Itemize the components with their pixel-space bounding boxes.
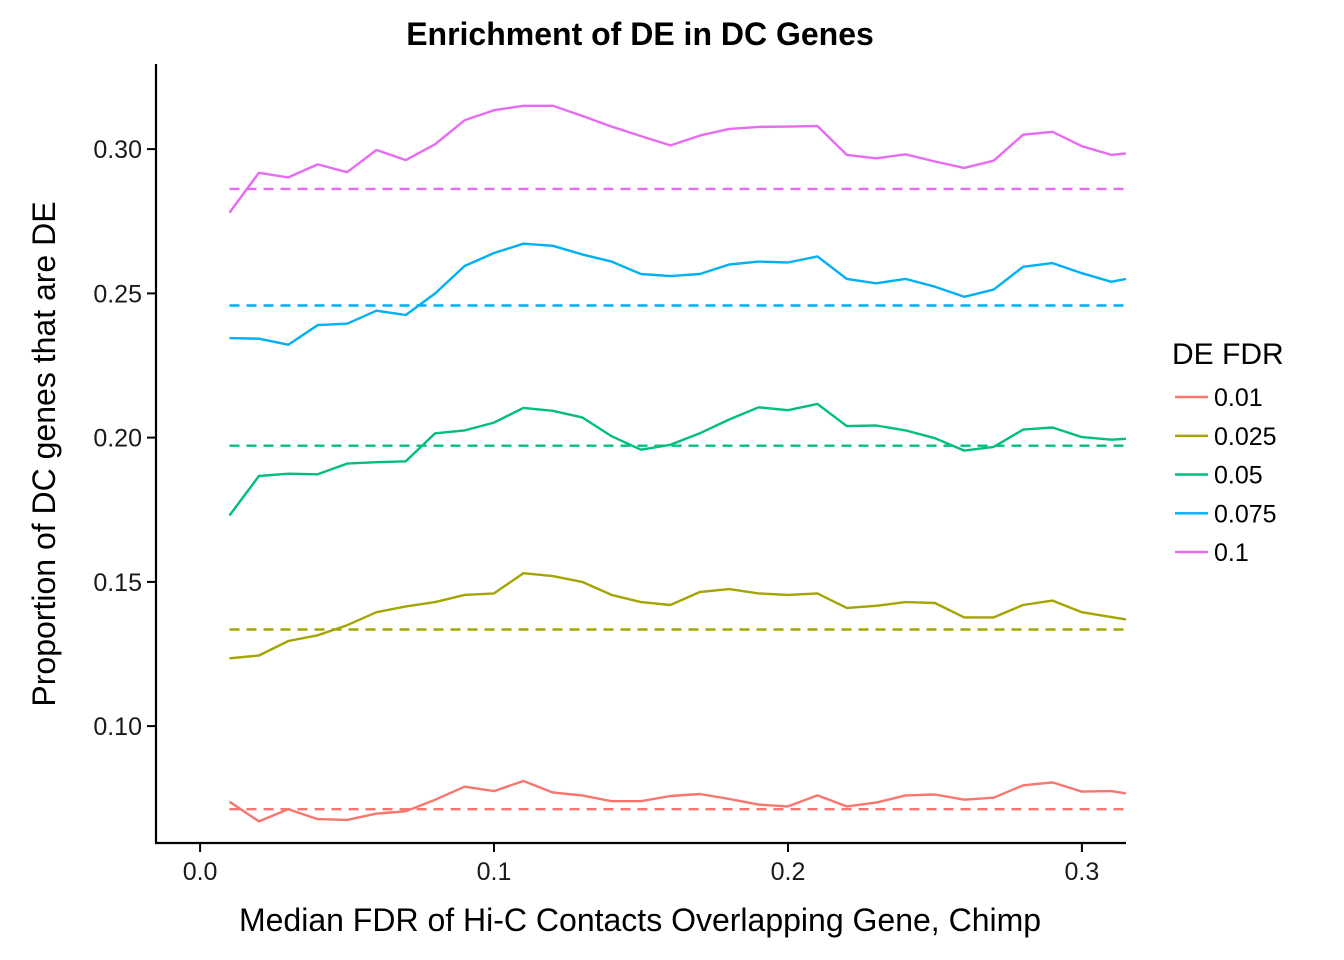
legend-label-2: 0.05	[1214, 462, 1263, 490]
x-axis-ticks: 0.0 0.1 0.2 0.3	[183, 843, 1100, 886]
x-tick-label: 0.1	[477, 858, 512, 886]
series-line-1	[229, 572, 1127, 660]
chart-title: Enrichment of DE in DC Genes	[406, 16, 874, 52]
legend-title: DE FDR	[1172, 338, 1284, 371]
y-axis-ticks: 0.10 0.15 0.20 0.25 0.30	[93, 136, 156, 741]
legend-label-3: 0.075	[1214, 500, 1277, 528]
series-line-3	[229, 242, 1127, 346]
series-line-0	[228, 779, 1127, 823]
y-tick-label: 0.25	[93, 280, 142, 308]
plot-area	[228, 104, 1127, 823]
series-line-4	[228, 104, 1127, 214]
x-axis-title: Median FDR of Hi-C Contacts Overlapping …	[239, 902, 1041, 938]
y-tick-label: 0.15	[93, 569, 142, 597]
series-line-2	[228, 402, 1127, 517]
y-tick-label: 0.30	[93, 136, 142, 164]
legend-label-1: 0.025	[1214, 423, 1277, 451]
legend-label-0: 0.01	[1214, 384, 1263, 412]
y-axis-title: Proportion of DC genes that are DE	[26, 201, 62, 706]
legend: DE FDR 0.01 0.025 0.05 0.075 0.1	[1172, 338, 1284, 567]
y-tick-label: 0.20	[93, 425, 142, 453]
y-tick-label: 0.10	[93, 713, 142, 741]
legend-label-4: 0.1	[1214, 539, 1249, 567]
x-tick-label: 0.2	[771, 858, 806, 886]
x-tick-label: 0.0	[183, 858, 218, 886]
x-tick-label: 0.3	[1065, 858, 1100, 886]
